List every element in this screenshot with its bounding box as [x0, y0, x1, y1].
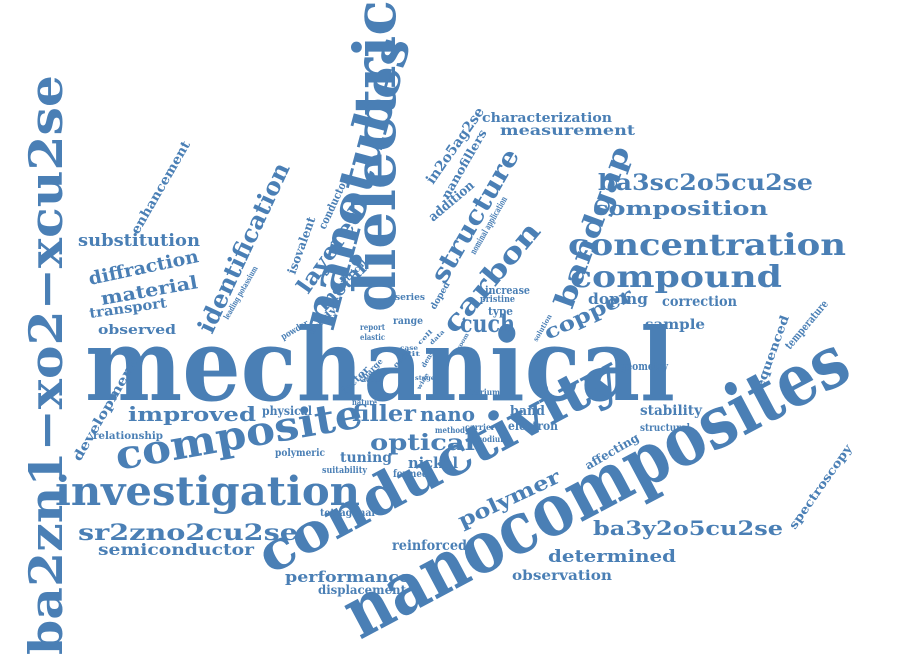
word-barium: barium	[470, 387, 500, 397]
word-sr2zno2cu2se: sr2zno2cu2se	[78, 520, 298, 546]
word-observed: observed	[98, 323, 176, 338]
word-range: range	[393, 316, 423, 327]
word-investigation: investigation	[55, 468, 360, 515]
word-electron: electron	[508, 419, 558, 433]
word-spectroscopy: spectroscopy	[786, 441, 855, 532]
word-ba3y2o5cu2se: ba3y2o5cu2se	[593, 516, 783, 540]
word-nickel: nickel	[408, 454, 458, 472]
word-composition: composition	[593, 196, 769, 220]
word-sodium: sodium	[478, 434, 508, 444]
word-ba2zn1-xo2-xcu2se: ba2zn1−xo2−xcu2se	[19, 75, 73, 655]
word-nature: nature	[352, 397, 377, 407]
word-type: type	[488, 305, 513, 318]
word-observation: observation	[512, 568, 612, 584]
word-method: method	[435, 425, 465, 435]
word-cuch: cuch	[460, 309, 515, 338]
word-tetragonal: tetragonal	[320, 508, 375, 519]
word-measurement: measurement	[500, 123, 636, 139]
word-carrier: carrier	[465, 422, 496, 432]
word-sample: sample	[645, 317, 705, 333]
word-doping: doping	[588, 290, 649, 308]
word-displacement: displacement	[318, 583, 406, 597]
word-band: band	[510, 404, 545, 419]
word-adopt: adopt	[362, 374, 382, 384]
word-suitability: suitability	[322, 466, 368, 476]
word-tuning: tuning	[340, 450, 392, 466]
word-substitution: substitution	[78, 231, 200, 251]
word-polymeric: polymeric	[275, 448, 325, 459]
word-ba3sc2o5cu2se: ba3sc2o5cu2se	[598, 170, 813, 196]
word-physical: physical	[262, 404, 312, 418]
word-reinforced: reinforced	[392, 538, 467, 554]
word-case: case	[400, 345, 418, 352]
word-enhancement: enhancement	[128, 139, 193, 237]
word-formed: formed	[393, 469, 428, 480]
word-characterization: characterization	[482, 111, 613, 126]
word-dielectric: dielectric	[341, 0, 409, 312]
word-series: series	[395, 293, 425, 303]
word-concentration: concentration	[568, 228, 846, 263]
word-geometry: geometry	[620, 360, 669, 373]
word-correction: correction	[662, 294, 737, 310]
word-report: report	[360, 322, 385, 332]
word-relationship: relationship	[93, 431, 163, 442]
word-filler: filler	[352, 401, 416, 427]
word-mechanical: mechanical	[85, 306, 675, 424]
word-slit: slit	[402, 351, 420, 358]
word-improved: improved	[128, 402, 256, 426]
word-optical: optical	[370, 430, 475, 456]
word-performance: performance	[285, 568, 410, 586]
word-semiconductor: semiconductor	[98, 540, 255, 559]
word-structural: structural	[640, 423, 690, 434]
word-nano: nano	[420, 402, 475, 426]
word-increase: increase	[485, 284, 530, 297]
word-stability: stability	[640, 403, 703, 419]
word-elastic: elastic	[360, 332, 385, 342]
word-stage: stage	[415, 375, 435, 382]
word-compound: compound	[570, 260, 782, 295]
word-pristine: pristine	[480, 295, 515, 305]
word-determined: determined	[548, 547, 676, 567]
